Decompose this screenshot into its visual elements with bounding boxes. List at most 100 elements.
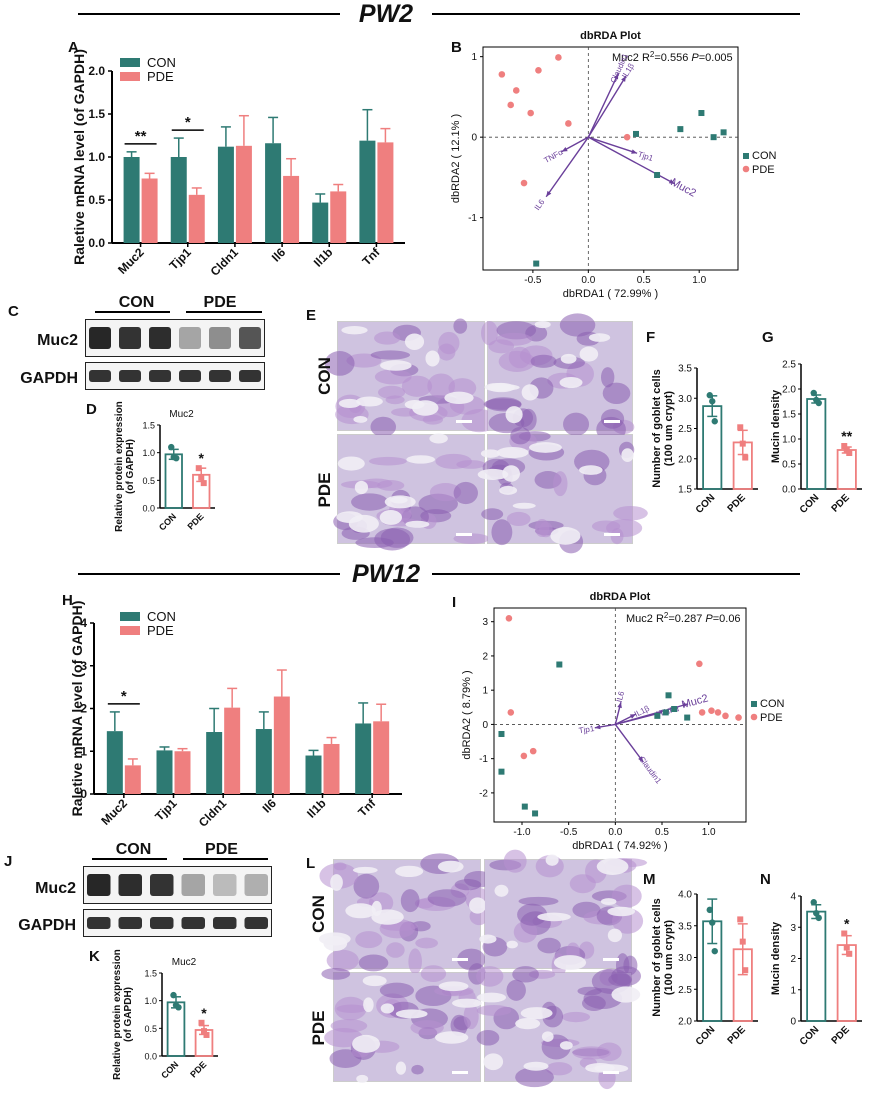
y-tick-label: 4.0 bbox=[678, 890, 692, 901]
point-con bbox=[665, 692, 672, 699]
histology-pw12-con-left-lumen bbox=[330, 874, 343, 891]
y-tick-label: 2.0 bbox=[782, 385, 796, 396]
histology-pw2-con-left-crypt bbox=[453, 318, 468, 334]
bar-con-il1b bbox=[305, 755, 322, 794]
histology-pw12-pde-left-crypt bbox=[411, 1064, 424, 1075]
histology-row-label-con: CON bbox=[315, 357, 334, 395]
histology-pw12-pde-right-crypt bbox=[476, 1029, 500, 1046]
histology-pw12-pde-left-crypt bbox=[379, 982, 414, 999]
panel-letter-m: M bbox=[643, 871, 656, 888]
blot-band-gapdh bbox=[87, 917, 111, 929]
histology-pw2-pde-left-scale-bar bbox=[456, 533, 472, 536]
bar-pde-muc2 bbox=[124, 765, 141, 794]
histology-pw2-pde-left-lumen bbox=[406, 455, 436, 464]
y-tick-label: 0.5 bbox=[88, 193, 105, 207]
histology-pw12-pde-left-lumen bbox=[380, 1003, 395, 1014]
histology-image-pw2-pde-left bbox=[337, 434, 485, 544]
x-tick-label: Cldn1 bbox=[196, 796, 230, 830]
y-tick-label: -1 bbox=[479, 754, 488, 765]
stat-annotation: Muc2 R2=0.287 P=0.06 bbox=[626, 611, 741, 625]
vector-arrowhead bbox=[629, 714, 636, 719]
panel-letter-b: B bbox=[451, 39, 462, 56]
y-tick-label: 1.5 bbox=[144, 969, 157, 979]
histology-pw2-con-right-lumen bbox=[521, 384, 539, 401]
histology-pw2-pde-right-crypt bbox=[491, 519, 513, 546]
histology-pw12-con-left-lumen bbox=[437, 860, 464, 873]
data-point-pde bbox=[737, 916, 744, 923]
histology-pw2-con-right-scale-bar bbox=[604, 420, 620, 423]
western-blot-pw2-gapdh bbox=[85, 362, 265, 390]
vector-muc2 bbox=[587, 136, 676, 185]
section-title-bottom: PW12 bbox=[352, 560, 420, 588]
y-tick-label: 3.0 bbox=[678, 953, 692, 964]
y-tick-label: 0.5 bbox=[144, 1024, 157, 1034]
x-tick-label: PDE bbox=[726, 1024, 749, 1047]
histology-pw2-con-right-lumen bbox=[560, 353, 577, 364]
bar-con bbox=[166, 1001, 186, 1057]
histology-pw2-pde-right-crypt bbox=[481, 508, 504, 521]
data-point-pde bbox=[739, 440, 746, 447]
point-pde bbox=[722, 712, 729, 720]
data-point-con bbox=[709, 398, 716, 405]
histology-pw2-con-right-crypt bbox=[495, 332, 533, 346]
y-tick-label: 1.5 bbox=[88, 107, 105, 121]
histology-pw2-con-right-crypt bbox=[559, 313, 596, 337]
data-point-pde bbox=[737, 424, 744, 431]
histology-pw12-pde-right-crypt bbox=[476, 1005, 512, 1016]
histology-pw12-pde-right-lumen bbox=[520, 1007, 553, 1020]
y-tick-label: 0.0 bbox=[782, 485, 796, 496]
histology-pw12-con-right-lumen bbox=[553, 955, 587, 971]
histology-pw12-pde-left-crypt bbox=[334, 996, 367, 1021]
data-point-con bbox=[711, 418, 718, 425]
histology-pw12-con-left-crypt bbox=[358, 954, 389, 972]
x-tick-label: CON bbox=[157, 511, 178, 532]
panel-letter-j: J bbox=[4, 853, 12, 870]
bar-pde-tjp1 bbox=[188, 194, 205, 243]
x-tick-label: -0.5 bbox=[560, 827, 578, 838]
legend-marker-con bbox=[751, 701, 757, 707]
bar-con-cldn1 bbox=[217, 146, 234, 243]
data-point-pde bbox=[198, 474, 205, 481]
x-tick-label: CON bbox=[798, 492, 822, 516]
vector-label-tjp1: Tjp1 bbox=[637, 150, 655, 164]
bar-pde-cldn1 bbox=[235, 145, 252, 243]
histology-pw12-pde-right-crypt bbox=[582, 995, 606, 1011]
blot-band-muc2 bbox=[239, 327, 261, 349]
chart-title: Muc2 bbox=[169, 409, 194, 420]
histology-pw2-con-right-crypt bbox=[563, 412, 590, 436]
histology-pw12-con-left-crypt bbox=[400, 889, 420, 913]
legend-label-con: CON bbox=[147, 55, 176, 70]
histology-pw12-con-left-crypt bbox=[355, 931, 383, 949]
bar-pde-cldn1 bbox=[224, 707, 241, 794]
bar-pde-il6 bbox=[283, 175, 300, 243]
x-axis-label: dbRDA1 ( 74.92% ) bbox=[572, 840, 667, 852]
histology-pw12-con-right-crypt bbox=[503, 849, 527, 873]
x-tick-label: PDE bbox=[186, 511, 206, 531]
vector-arrowhead bbox=[638, 756, 644, 763]
histology-image-pw2-con-left bbox=[337, 321, 485, 431]
y-tick-label: 2 bbox=[482, 651, 488, 662]
y-tick-label: 3 bbox=[80, 659, 87, 673]
blot-band-gapdh bbox=[150, 917, 174, 929]
histology-pw12-pde-left-lumen bbox=[352, 1034, 381, 1053]
histology-pw2-con-left-crypt bbox=[370, 350, 411, 360]
y-tick-label: 1.0 bbox=[88, 150, 105, 164]
blot-label-muc2: Muc2 bbox=[37, 332, 78, 349]
y-tick-label: 3 bbox=[790, 923, 796, 934]
y-axis-label: Raletive mRNA level (of GAPDH) bbox=[71, 49, 87, 265]
histology-pw2-pde-left-lumen bbox=[337, 456, 365, 471]
histology-pw2-con-left-lumen bbox=[444, 391, 474, 405]
data-point-pde bbox=[846, 950, 853, 957]
histology-pw2-con-left-scale-bar bbox=[456, 420, 472, 423]
data-point-pde bbox=[203, 1031, 210, 1038]
y-tick-label: 2.0 bbox=[678, 1017, 692, 1028]
data-point-con bbox=[709, 919, 716, 926]
vector-il6 bbox=[545, 136, 589, 198]
vector-arrowhead bbox=[621, 75, 627, 82]
histology-pw2-pde-left-lumen bbox=[405, 520, 430, 528]
histology-pw2-con-right-crypt bbox=[600, 367, 615, 388]
histology-pw2-con-left-crypt bbox=[374, 369, 412, 385]
x-tick-label: Tnf bbox=[355, 796, 379, 820]
histology-pw12-con-right-lumen bbox=[537, 912, 571, 922]
